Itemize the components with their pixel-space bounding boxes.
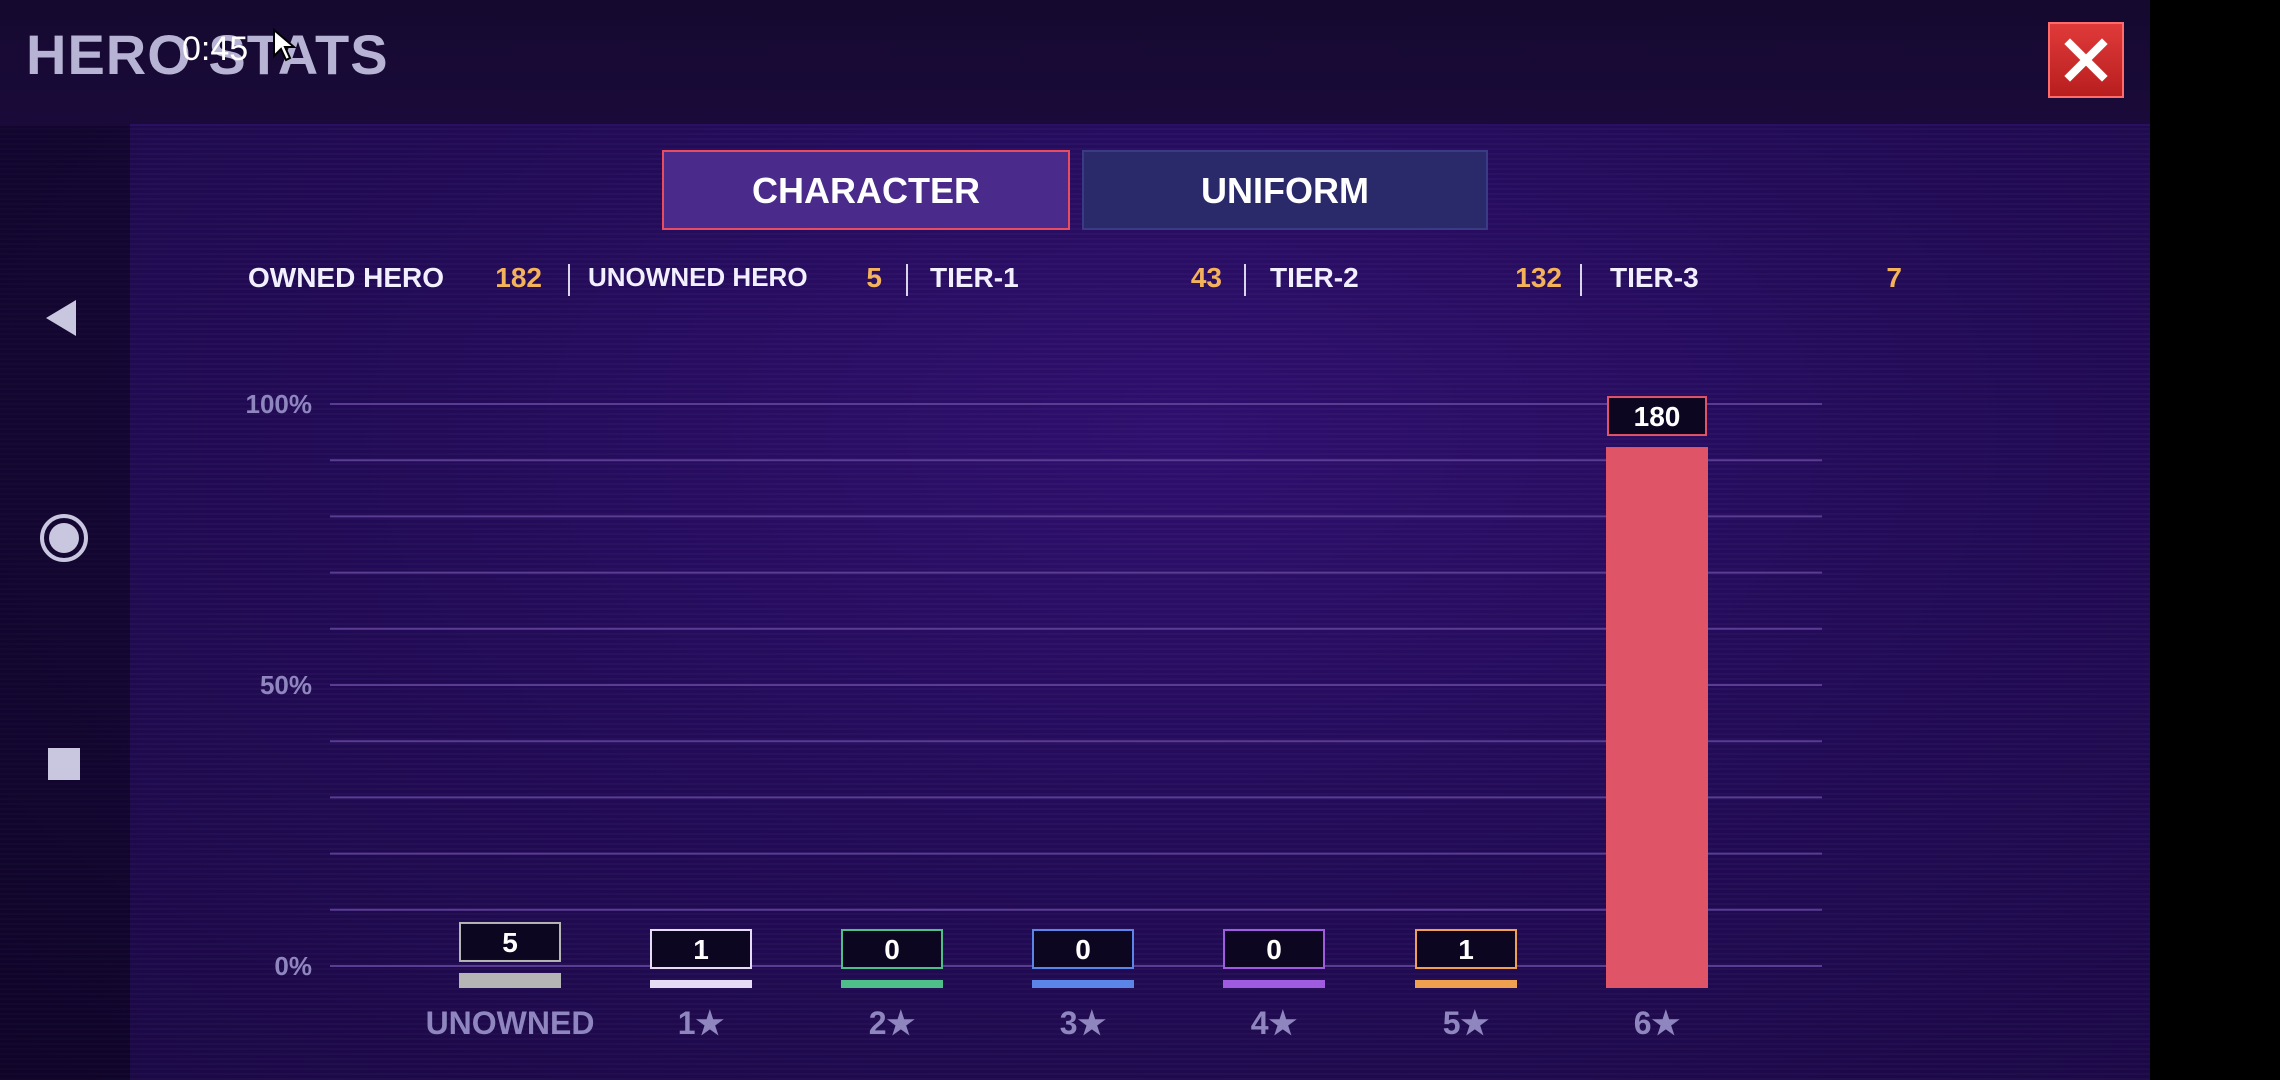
header-bar: HERO STATS 0:45 (0, 0, 2150, 126)
hero-star-chart: 100% 50% 0% 5 UNOWNED 1 1★ 0 2★ 0 3★ 0 4★ 1 5★ 180 6★ (246, 389, 1822, 1041)
category-label: 4★ (1251, 1005, 1298, 1041)
data-label-box (459, 921, 561, 962)
tier3-value: 7 (1886, 262, 1902, 293)
data-label: 0 (884, 934, 900, 965)
category-label: 3★ (1060, 1005, 1107, 1041)
tab-character[interactable]: CHARACTER (662, 150, 1070, 230)
owned-hero-label: OWNED HERO (248, 262, 444, 293)
category-label: 5★ (1443, 1005, 1490, 1041)
tier2-label: TIER-2 (1270, 262, 1359, 293)
bar-5 (1415, 980, 1517, 988)
data-label: 0 (1075, 934, 1091, 965)
close-button[interactable] (2048, 22, 2124, 98)
data-label: 0 (1266, 934, 1282, 965)
data-label: 1 (693, 934, 709, 965)
page-title: HERO STATS (26, 23, 389, 86)
hero-summary: OWNED HERO 182 UNOWNED HERO 5 TIER-1 43 … (0, 262, 2150, 306)
cursor-icon (272, 27, 298, 67)
data-label-box (1415, 929, 1517, 969)
app-window: HERO STATS 0:45 CHARACTER (0, 0, 2150, 1080)
home-circle-icon (40, 514, 88, 562)
status-time: 0:45 (182, 30, 249, 68)
tier1-value: 43 (1190, 262, 1222, 293)
data-label-box (650, 929, 752, 969)
close-icon (2064, 38, 2108, 82)
data-label-box (1607, 396, 1707, 437)
category-label: 2★ (869, 1005, 916, 1041)
home-button[interactable] (38, 512, 90, 564)
tier2-value: 132 (1515, 262, 1562, 293)
y-tick-label: 100% (246, 389, 313, 419)
bar-2 (841, 980, 943, 988)
tab-uniform[interactable]: UNIFORM (1082, 150, 1488, 230)
summary-divider (906, 264, 908, 296)
owned-hero-value: 182 (495, 262, 542, 293)
unowned-hero-label: UNOWNED HERO (588, 262, 808, 292)
data-label-box (1223, 929, 1325, 969)
data-label: 1 (1458, 934, 1474, 965)
summary-divider (568, 264, 570, 296)
recents-button[interactable] (38, 738, 90, 790)
data-label: 180 (1634, 401, 1681, 432)
bar-0 (459, 972, 561, 988)
y-tick-label: 50% (260, 670, 312, 700)
category-label: 1★ (678, 1005, 725, 1041)
data-label: 5 (502, 927, 518, 958)
summary-divider (1580, 264, 1582, 296)
category-label: 6★ (1634, 1005, 1681, 1041)
data-label-box (841, 929, 943, 969)
summary-divider (1244, 264, 1246, 296)
back-button[interactable] (38, 292, 90, 344)
navigation-bar (0, 124, 130, 1080)
back-triangle-icon (46, 300, 76, 336)
bar-4 (1223, 980, 1325, 988)
data-label-box (1032, 929, 1134, 969)
bar-1 (650, 980, 752, 988)
unowned-hero-value: 5 (866, 262, 882, 293)
tier1-label: TIER-1 (930, 262, 1019, 293)
bar-3 (1032, 980, 1134, 988)
category-label: UNOWNED (426, 1005, 595, 1041)
bar-6 (1606, 447, 1708, 988)
y-tick-label: 0% (274, 951, 312, 981)
recents-square-icon (48, 748, 80, 780)
tier3-label: TIER-3 (1610, 262, 1699, 293)
